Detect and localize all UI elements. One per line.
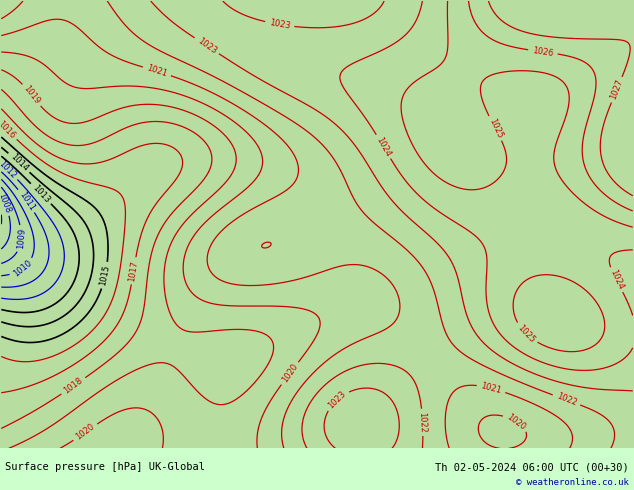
Text: 1020: 1020: [74, 422, 96, 442]
Text: 1027: 1027: [609, 78, 624, 101]
Text: Th 02-05-2024 06:00 UTC (00+30): Th 02-05-2024 06:00 UTC (00+30): [435, 462, 629, 472]
Text: 1013: 1013: [30, 183, 51, 204]
Text: 1021: 1021: [480, 381, 503, 395]
Text: 1020: 1020: [505, 412, 527, 432]
Text: 1023: 1023: [195, 36, 218, 55]
Text: 1020: 1020: [280, 362, 299, 385]
Text: 1010: 1010: [12, 258, 34, 279]
Text: 1011: 1011: [17, 190, 36, 212]
Text: © weatheronline.co.uk: © weatheronline.co.uk: [516, 478, 629, 487]
Text: 1017: 1017: [127, 260, 139, 282]
Text: Surface pressure [hPa] UK-Global: Surface pressure [hPa] UK-Global: [5, 462, 205, 472]
Text: 1021: 1021: [146, 64, 168, 79]
Text: 1023: 1023: [327, 390, 348, 411]
Text: 1024: 1024: [375, 135, 392, 158]
Text: 1024: 1024: [608, 269, 624, 291]
Text: 1014: 1014: [8, 152, 30, 173]
Text: 1015: 1015: [99, 264, 112, 287]
Text: 1016: 1016: [0, 119, 17, 140]
Text: 1023: 1023: [268, 18, 291, 31]
Text: 1022: 1022: [555, 392, 578, 408]
Text: 1008: 1008: [0, 191, 13, 214]
Text: 1012: 1012: [0, 159, 18, 180]
Text: 1009: 1009: [16, 228, 27, 249]
Text: 1019: 1019: [22, 84, 42, 106]
Text: 1025: 1025: [515, 323, 536, 344]
Text: 1022: 1022: [418, 412, 427, 433]
Text: 1025: 1025: [487, 117, 504, 140]
Text: 1018: 1018: [62, 376, 84, 396]
Text: 1026: 1026: [532, 46, 554, 58]
